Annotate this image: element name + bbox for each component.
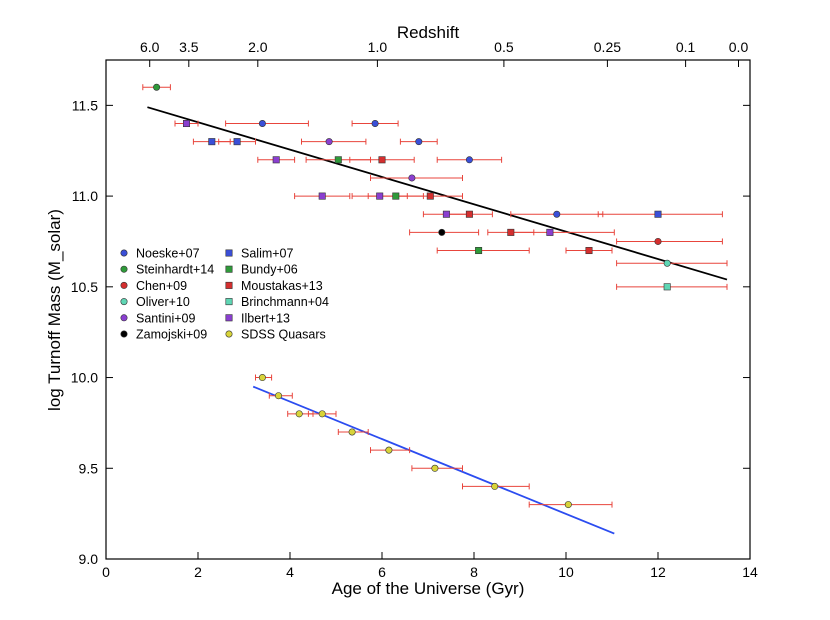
noeske-07-point bbox=[553, 210, 561, 218]
brinchmann-04-point bbox=[663, 283, 671, 291]
x-tick-label: 10 bbox=[558, 564, 574, 580]
ilbert-13-point bbox=[318, 192, 326, 200]
ilbert-13-point bbox=[546, 228, 554, 236]
y-tick-label: 9.5 bbox=[79, 460, 99, 476]
bundy-06-point bbox=[334, 156, 342, 164]
legend-label-bundy-06: Bundy+06 bbox=[241, 263, 298, 277]
top-tick-label: 0.5 bbox=[494, 39, 514, 55]
noeske-07-point bbox=[465, 156, 473, 164]
top-tick-label: 1.0 bbox=[368, 39, 388, 55]
bundy-06-point bbox=[475, 247, 483, 255]
plot-area bbox=[105, 59, 751, 560]
legend-label-ilbert-13: Ilbert+13 bbox=[241, 311, 290, 325]
x-axis-label: Age of the Universe (Gyr) bbox=[332, 579, 525, 598]
salim-07-point bbox=[208, 138, 216, 146]
x-tick-label: 12 bbox=[650, 564, 666, 580]
legend-marker-ilbert-13 bbox=[225, 314, 233, 322]
ilbert-13-point bbox=[183, 120, 191, 128]
moustakas-13-point bbox=[585, 247, 593, 255]
legend-label-moustakas-13: Moustakas+13 bbox=[241, 279, 323, 293]
y-tick-label: 11.5 bbox=[72, 97, 98, 113]
salim-07-point bbox=[654, 210, 662, 218]
x-tick-label: 2 bbox=[194, 564, 202, 580]
moustakas-13-point bbox=[465, 210, 473, 218]
x-tick-label: 6 bbox=[378, 564, 386, 580]
top-tick-label: 0.25 bbox=[594, 39, 621, 55]
legend-marker-santini-09 bbox=[120, 314, 128, 322]
top-tick-label: 6.0 bbox=[140, 39, 160, 55]
x-tick-label: 8 bbox=[470, 564, 478, 580]
sdss-quasars-point bbox=[274, 392, 282, 400]
legend-label-oliver-10: Oliver+10 bbox=[136, 295, 190, 309]
legend-label-santini-09: Santini+09 bbox=[136, 311, 195, 325]
y-tick-label: 10.0 bbox=[71, 370, 98, 386]
ilbert-13-point bbox=[442, 210, 450, 218]
moustakas-13-point bbox=[507, 228, 515, 236]
oliver-10-point bbox=[663, 259, 671, 267]
zamojski-09-point bbox=[438, 228, 446, 236]
top-tick-label: 0.0 bbox=[729, 39, 749, 55]
legend-marker-chen-09 bbox=[120, 281, 128, 289]
legend-marker-noeske-07 bbox=[120, 249, 128, 257]
legend-label-chen-09: Chen+09 bbox=[136, 279, 187, 293]
sdss-quasars-point bbox=[431, 464, 439, 472]
moustakas-13-point bbox=[378, 156, 386, 164]
x-tick-label: 0 bbox=[102, 564, 110, 580]
noeske-07-point bbox=[371, 120, 379, 128]
top-tick-label: 2.0 bbox=[248, 39, 268, 55]
moustakas-13-point bbox=[426, 192, 434, 200]
sdss-quasars-point bbox=[295, 410, 303, 418]
ilbert-13-point bbox=[272, 156, 280, 164]
y-tick-label: 10.5 bbox=[71, 279, 98, 295]
legend-marker-moustakas-13 bbox=[225, 281, 233, 289]
legend-label-sdss-quasars: SDSS Quasars bbox=[241, 328, 326, 342]
legend-marker-steinhardt-14 bbox=[120, 265, 128, 273]
ilbert-13-point bbox=[376, 192, 384, 200]
noeske-07-point bbox=[258, 120, 266, 128]
sdss-quasars-point bbox=[385, 446, 393, 454]
galaxy-fit-line bbox=[147, 106, 728, 281]
santini-09-point bbox=[325, 138, 333, 146]
y-axis-label: log Turnoff Mass (M_solar) bbox=[45, 209, 64, 411]
legend-marker-brinchmann-04 bbox=[225, 298, 233, 306]
legend-label-brinchmann-04: Brinchmann+04 bbox=[241, 295, 329, 309]
legend-label-salim-07: Salim+07 bbox=[241, 247, 294, 261]
bundy-06-point bbox=[392, 192, 400, 200]
y-tick-label: 11.0 bbox=[72, 188, 98, 204]
sdss-quasars-point bbox=[258, 374, 266, 382]
legend-marker-sdss-quasars bbox=[225, 330, 233, 338]
x-tick-label: 4 bbox=[286, 564, 294, 580]
legend-marker-bundy-06 bbox=[225, 265, 233, 273]
santini-09-point bbox=[408, 174, 416, 182]
top-axis-label: Redshift bbox=[397, 23, 460, 42]
sdss-quasars-point bbox=[348, 428, 356, 436]
legend-label-steinhardt-14: Steinhardt+14 bbox=[136, 263, 214, 277]
top-tick-label: 0.1 bbox=[676, 39, 696, 55]
sdss-quasars-point bbox=[491, 482, 499, 490]
legend-label-noeske-07: Noeske+07 bbox=[136, 247, 200, 261]
chen-09-point bbox=[654, 237, 662, 245]
salim-07-point bbox=[233, 138, 241, 146]
legend-marker-salim-07 bbox=[225, 249, 233, 257]
legend-marker-oliver-10 bbox=[120, 298, 128, 306]
sdss-quasars-point bbox=[564, 501, 572, 509]
legend-marker-zamojski-09 bbox=[120, 330, 128, 338]
y-tick-label: 9.0 bbox=[79, 551, 99, 567]
steinhardt-14-point bbox=[153, 83, 161, 91]
legend-label-zamojski-09: Zamojski+09 bbox=[136, 328, 207, 342]
top-tick-label: 3.5 bbox=[179, 39, 199, 55]
noeske-07-point bbox=[415, 138, 423, 146]
x-tick-label: 14 bbox=[742, 564, 758, 580]
sdss-quasars-point bbox=[318, 410, 326, 418]
